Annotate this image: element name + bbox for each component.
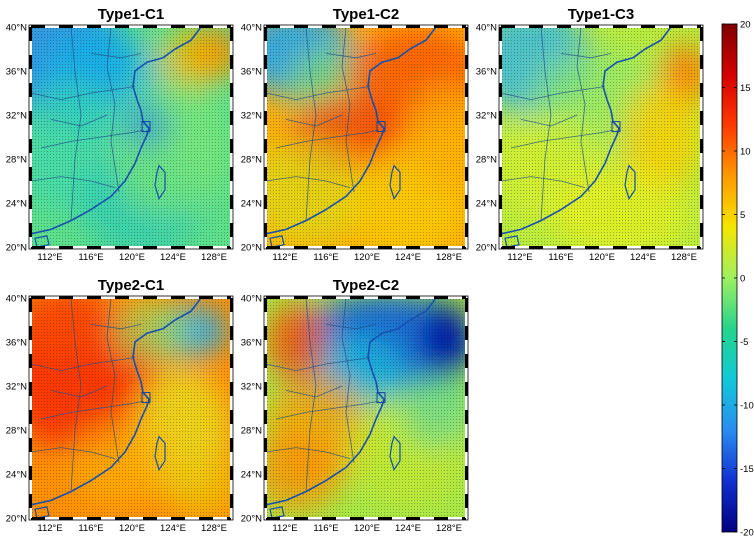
colorbar-tick-label: 5 [740, 210, 745, 221]
lon-tick-label: 116°E [78, 523, 103, 534]
lat-tick-label: 36°N [476, 67, 497, 78]
lat-tick-label: 28°N [241, 155, 262, 166]
lat-tick-label: 28°N [476, 155, 497, 166]
colorbar-tick-label: 10 [740, 147, 751, 158]
lat-tick-label: 36°N [6, 338, 27, 349]
lon-tick-label: 116°E [548, 252, 573, 263]
map-panel: Type1-C2 40°N 36°N 32°N 28°N 24°N 20°N 112°E 116… [241, 6, 469, 263]
lon-tick-label: 116°E [313, 523, 338, 534]
map-panel: Type1-C3 40°N 36°N 32°N 28°N 24°N 20°N 112°E 116… [476, 6, 704, 263]
lat-tick-label: 20°N [6, 514, 27, 525]
lat-tick-label: 40°N [241, 294, 262, 305]
lat-tick-label: 24°N [476, 199, 497, 210]
lat-tick-label: 40°N [6, 23, 27, 34]
study-area-box [611, 121, 621, 133]
lon-tick-label: 116°E [78, 252, 103, 263]
lat-tick-label: 40°N [6, 294, 27, 305]
lat-tick-label: 24°N [241, 199, 262, 210]
lat-tick-label: 36°N [6, 67, 27, 78]
lon-tick-label: 128°E [436, 523, 462, 534]
lon-tick-label: 120°E [354, 252, 380, 263]
colorbar-tick-label: -20 [740, 528, 754, 539]
lon-tick-label: 112°E [37, 252, 62, 263]
lon-tick-label: 112°E [37, 523, 62, 534]
lon-tick-label: 124°E [160, 523, 186, 534]
lon-tick-label: 116°E [313, 252, 338, 263]
colorbar-tick-label: 20 [740, 20, 751, 31]
map-frame [28, 295, 234, 521]
lat-tick-label: 24°N [241, 470, 262, 481]
coastline [31, 298, 202, 506]
lat-tick-label: 24°N [6, 470, 27, 481]
lon-tick-label: 128°E [436, 252, 462, 263]
lon-tick-label: 112°E [507, 252, 532, 263]
colorbar-tick-label: -10 [740, 401, 754, 412]
colorbar-tick-label: -5 [740, 337, 748, 348]
lat-tick-label: 28°N [6, 155, 27, 166]
taiwan-island [389, 164, 401, 200]
lon-tick-label: 120°E [354, 523, 380, 534]
lon-tick-label: 124°E [160, 252, 186, 263]
coastline [501, 27, 672, 235]
map-panel: Type1-C1 40°N 36°N 32°N 28°N 24°N 20°N 112°E 116… [6, 6, 234, 263]
lat-tick-label: 24°N [6, 199, 27, 210]
lon-tick-label: 112°E [272, 523, 297, 534]
coastline [31, 27, 202, 235]
lon-tick-label: 124°E [395, 252, 421, 263]
lat-tick-label: 40°N [476, 23, 497, 34]
panel-title: Type2-C1 [98, 277, 164, 294]
lon-tick-label: 124°E [395, 523, 421, 534]
lon-tick-label: 112°E [272, 252, 297, 263]
lat-tick-label: 32°N [476, 111, 497, 122]
lat-tick-label: 36°N [241, 338, 262, 349]
panel-title: Type1-C1 [98, 6, 164, 23]
study-area-box [141, 392, 151, 404]
lat-tick-label: 20°N [476, 243, 497, 254]
lat-tick-label: 32°N [6, 111, 27, 122]
map-frame [498, 24, 704, 250]
lon-tick-label: 128°E [201, 252, 227, 263]
panel-title: Type2-C2 [333, 277, 399, 294]
panel-title: Type1-C3 [568, 6, 634, 23]
taiwan-island [389, 435, 401, 471]
colorbar-tick-label: 15 [740, 83, 751, 94]
coastline [266, 27, 437, 235]
lon-tick-label: 128°E [201, 523, 227, 534]
map-frame [263, 24, 469, 250]
study-area-box [376, 121, 386, 133]
lat-tick-label: 20°N [241, 514, 262, 525]
taiwan-island [154, 435, 166, 471]
study-area-box [141, 121, 151, 133]
lat-tick-label: 36°N [241, 67, 262, 78]
lat-tick-label: 40°N [241, 23, 262, 34]
taiwan-island [154, 164, 166, 200]
lat-tick-label: 28°N [241, 426, 262, 437]
lat-tick-label: 20°N [241, 243, 262, 254]
panel-title: Type1-C2 [333, 6, 399, 23]
taiwan-island [624, 164, 636, 200]
lon-tick-label: 120°E [589, 252, 615, 263]
lat-tick-label: 20°N [6, 243, 27, 254]
lon-tick-label: 128°E [671, 252, 697, 263]
lat-tick-label: 32°N [241, 382, 262, 393]
coastline [266, 298, 437, 506]
lon-tick-label: 120°E [119, 523, 145, 534]
lat-tick-label: 32°N [6, 382, 27, 393]
lat-tick-label: 32°N [241, 111, 262, 122]
colorbar-tick-label: 0 [740, 274, 745, 285]
colorbar-tick-label: -15 [740, 464, 754, 475]
map-panel: Type2-C1 40°N 36°N 32°N 28°N 24°N 20°N 112°E 116… [6, 277, 234, 534]
study-area-box [376, 392, 386, 404]
lat-tick-label: 28°N [6, 426, 27, 437]
map-frame [28, 24, 234, 250]
lon-tick-label: 124°E [630, 252, 656, 263]
lon-tick-label: 120°E [119, 252, 145, 263]
map-panel: Type2-C2 40°N 36°N 32°N 28°N 24°N 20°N 112°E 116… [241, 277, 469, 534]
map-frame [263, 295, 469, 521]
